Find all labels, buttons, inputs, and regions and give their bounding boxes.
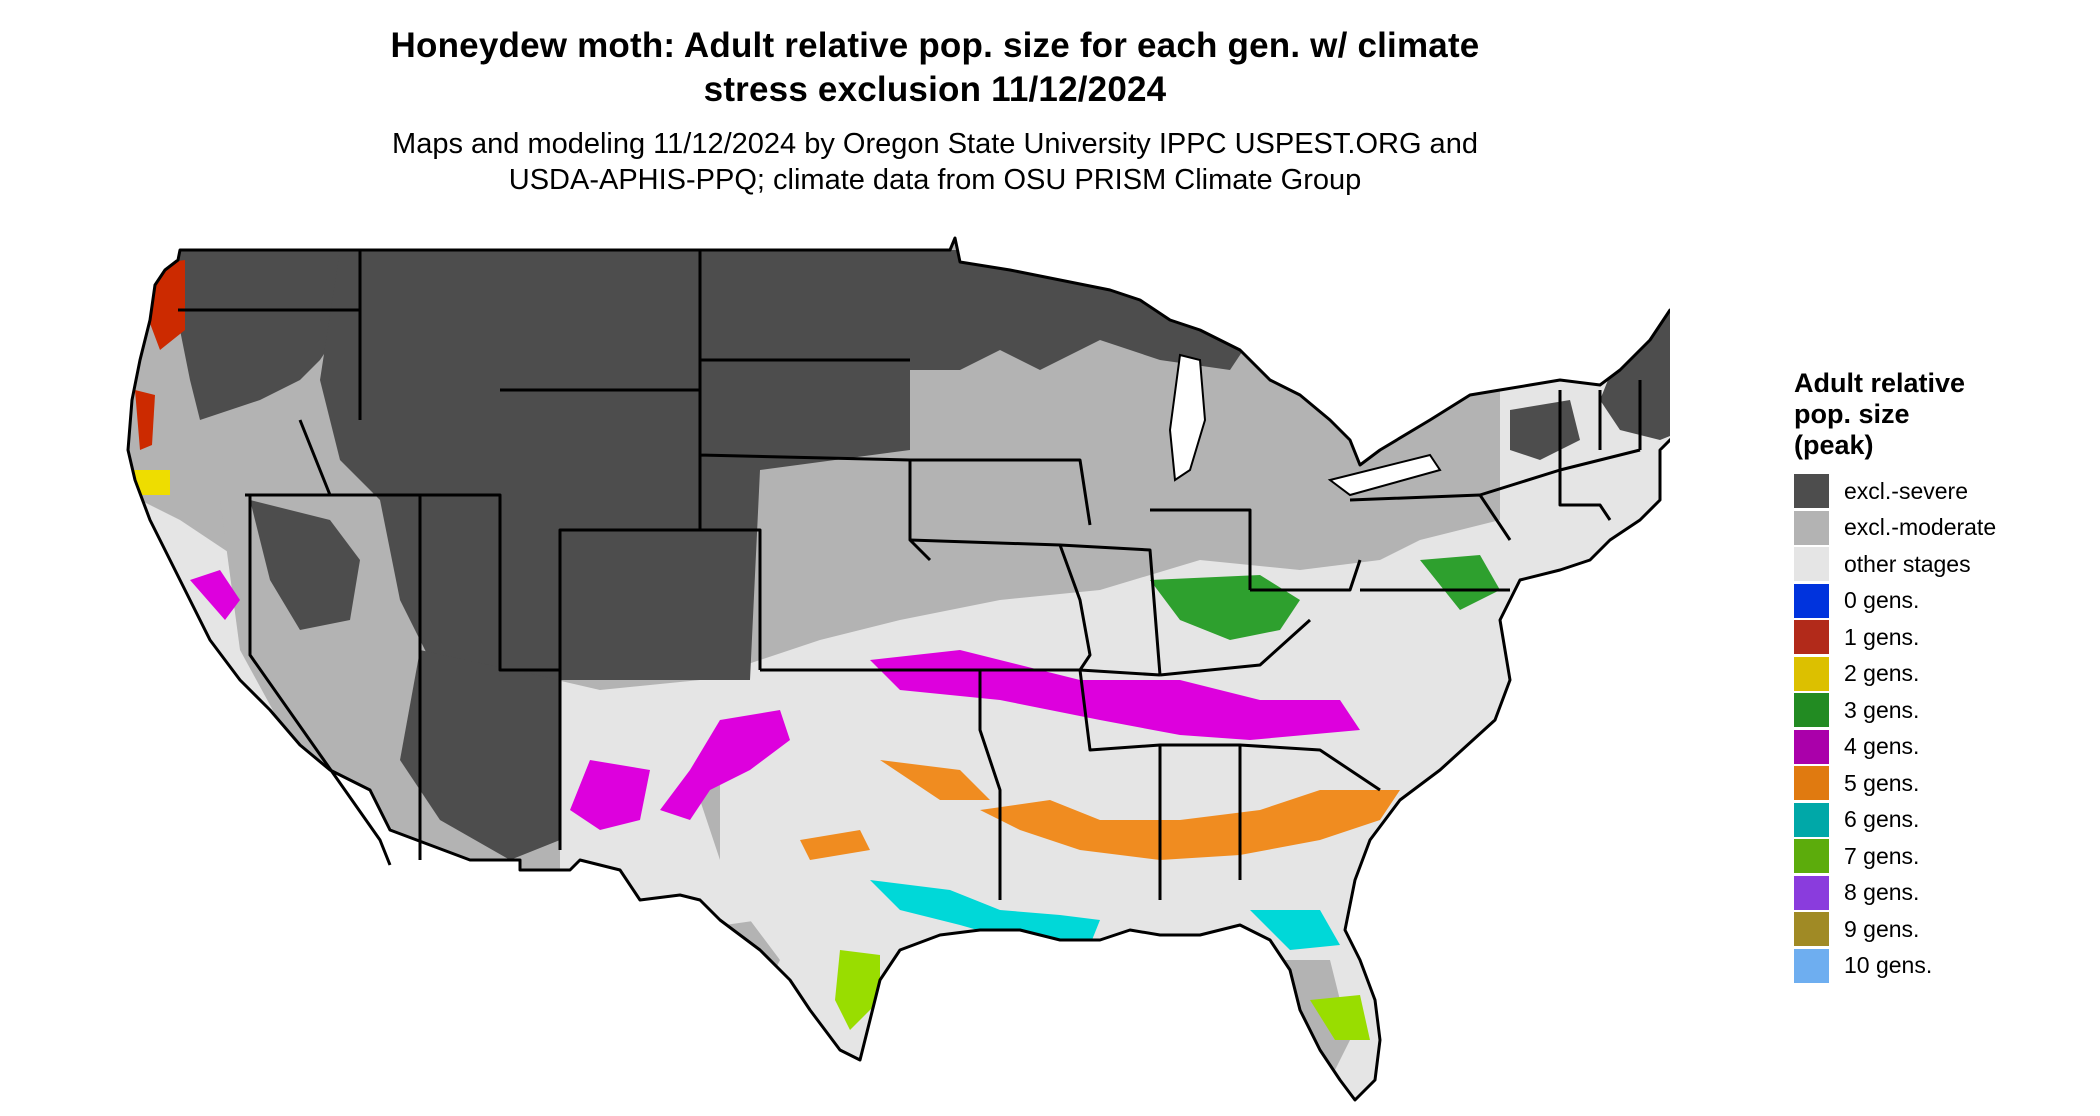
legend-swatch [1794,839,1829,874]
legend-item: 10 gens. [1794,948,2084,985]
state-borders [126,236,1670,1102]
zone-excl-severe-northwest [175,250,370,420]
map-subtitle-line-2: USDA-APHIS-PPQ; climate data from OSU PR… [508,164,1362,196]
us-map [126,236,1670,1102]
legend-title: Adult relative pop. size (peak) [1794,368,2084,461]
legend-item: 6 gens. [1794,802,2084,839]
zone-gen1-or-coast [135,390,155,450]
legend-swatch [1794,912,1829,947]
zone-gen2-or-ca-border [130,470,170,495]
legend-swatch [1794,693,1829,728]
legend-label: 3 gens. [1844,696,1920,723]
zone-gen7-fl [1310,995,1370,1040]
zone-gen6-gulf [870,880,1100,945]
legend-item: 7 gens. [1794,838,2084,875]
zone-excl-severe-upper-midwest [900,250,1250,370]
zone-gen4-az [570,760,650,830]
legend-items: excl.-severe excl.-moderate other stages 0 … [1794,473,2084,984]
map-title-line-1: Honeydew moth: Adult relative pop. size … [390,26,1480,65]
us-outline [126,236,1670,1102]
legend-label: 2 gens. [1844,660,1920,687]
map-title-line-2: stress exclusion 11/12/2024 [703,70,1167,109]
map-subtitle-line-1: Maps and modeling 11/12/2024 by Oregon S… [392,128,1478,160]
legend-label: excl.-moderate [1844,514,1997,541]
legend-swatch [1794,474,1829,509]
legend-swatch [1794,620,1829,655]
legend-swatch [1794,875,1829,910]
legend-title-line-2: pop. size [1794,399,1910,429]
state-lines-northeast [1349,380,1642,592]
legend-item: excl.-moderate [1794,510,2084,547]
legend-swatch [1794,802,1829,837]
legend-label: 7 gens. [1844,842,1920,869]
zone-gen4-band-midsouth [870,650,1360,740]
legend-item: 0 gens. [1794,583,2084,620]
legend-item: 3 gens. [1794,692,2084,729]
legend-label: 8 gens. [1844,879,1920,906]
zone-gen5-band [980,790,1400,860]
legend-item: 9 gens. [1794,911,2084,948]
zone-gen4-band-sw [660,710,790,820]
legend-swatch [1794,729,1829,764]
zone-gen4-ca [190,570,240,620]
legend-title-line-1: Adult relative [1794,368,1966,398]
legend-item: 2 gens. [1794,656,2084,693]
legend-label: excl.-severe [1844,477,1968,504]
legend-item: 1 gens. [1794,619,2084,656]
legend-swatch [1794,547,1829,582]
legend-swatch [1794,766,1829,801]
lakes [1168,353,1442,497]
legend-label: 5 gens. [1844,769,1920,796]
legend-swatch [1794,948,1829,983]
zone-gen5-ok [880,760,990,800]
legend-label: 6 gens. [1844,806,1920,833]
legend-label: other stages [1844,550,1971,577]
map-legend: Adult relative pop. size (peak) excl.-se… [1794,368,2084,984]
zone-gen3-mid-atlantic [1420,555,1500,610]
zone-gen6-fl-panhandle [1250,910,1340,950]
legend-swatch [1794,656,1829,691]
legend-title-line-3: (peak) [1794,430,1874,460]
zone-gen7-tx-coast [835,950,880,1030]
legend-swatch [1794,583,1829,618]
zone-excl-severe-great-basin [250,500,360,630]
legend-item: excl.-severe [1794,473,2084,510]
legend-swatch [1794,510,1829,545]
state-lines-west [178,250,932,866]
zone-gen5-tx [800,830,870,860]
legend-label: 4 gens. [1844,733,1920,760]
legend-item: 8 gens. [1794,875,2084,912]
legend-label: 10 gens. [1844,952,1933,979]
legend-label: 0 gens. [1844,587,1920,614]
legend-label: 1 gens. [1844,623,1920,650]
state-lines-central [760,458,1381,900]
zone-excl-severe-sw [400,650,560,860]
zone-excl-severe-rockies [320,250,910,720]
legend-item: 4 gens. [1794,729,2084,766]
zone-excl-severe-adirondack [1510,400,1580,460]
lake-erie [1327,453,1442,497]
legend-item: other stages [1794,546,2084,583]
legend-label: 9 gens. [1844,915,1920,942]
lake-michigan [1168,353,1207,482]
pest-zones [128,240,1670,1100]
legend-item: 5 gens. [1794,765,2084,802]
